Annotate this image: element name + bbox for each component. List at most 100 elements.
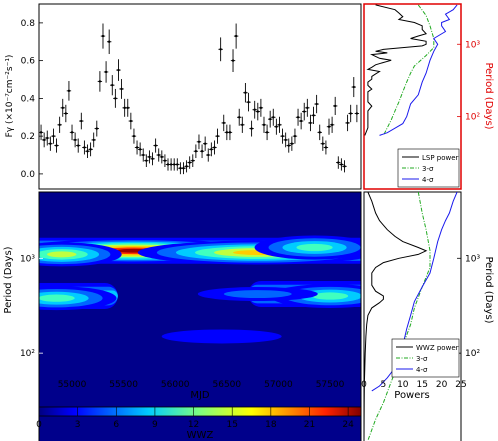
lsp-legend: LSP power 3-σ 4-σ xyxy=(397,148,460,188)
light-curve-point xyxy=(196,134,202,150)
wwz-contour xyxy=(161,329,282,344)
light-curve-point xyxy=(289,136,295,151)
light-curve-point xyxy=(255,102,260,121)
wwz-power-y-tick-label: 10² xyxy=(465,349,480,359)
lsp-legend-lsp-power: LSP power xyxy=(422,154,459,162)
wwz-power-x-tick-label: 5 xyxy=(381,380,387,390)
light-curve-point xyxy=(100,23,106,49)
lsp-curves xyxy=(364,4,458,136)
light-curve-point xyxy=(261,116,267,133)
colorbar-tick-label: 21 xyxy=(304,420,315,430)
wwz-y-ticks: 10¹10²10³ xyxy=(20,254,43,359)
light-curve-point xyxy=(302,102,307,121)
wwz-x-tick-label: 55500 xyxy=(109,380,138,390)
light-curve-point xyxy=(295,108,301,126)
light-curve-point xyxy=(252,100,257,119)
wwz-power-legend-3sigma: 3-σ xyxy=(416,355,428,363)
light-curve-point xyxy=(94,120,99,137)
light-curve-point xyxy=(326,118,332,135)
light-curve-point xyxy=(88,142,93,157)
light-curve-y-tick-label: 0.2 xyxy=(21,132,35,142)
light-curve-point xyxy=(106,29,112,55)
wwz-contour xyxy=(311,292,349,300)
light-curve-point xyxy=(339,158,344,171)
light-curve-point xyxy=(125,98,130,117)
light-curve-point xyxy=(150,152,155,166)
wwz-power-x-tick-label: 10 xyxy=(397,380,409,390)
light-curve-point xyxy=(41,132,47,148)
light-curve-point xyxy=(202,136,208,151)
light-curve-point xyxy=(184,160,189,173)
light-curve-y-label: Fγ (×10⁻⁷cm⁻²s⁻¹) xyxy=(5,55,15,138)
light-curve-point xyxy=(277,116,282,133)
light-curve-point xyxy=(286,138,291,153)
light-curve-point xyxy=(60,98,65,117)
wwz-x-tick-label: 56000 xyxy=(161,380,190,390)
light-curve-point xyxy=(153,138,158,153)
light-curve-point xyxy=(298,112,304,130)
light-curve-point xyxy=(45,130,50,146)
wwz-y-tick-label: 10² xyxy=(20,349,35,359)
light-curve-point xyxy=(274,118,279,135)
wwz-x-label: MJD xyxy=(190,390,210,401)
wwz-contour xyxy=(46,251,77,258)
light-curve-point xyxy=(110,75,115,96)
colorbar-tick-label: 6 xyxy=(113,420,119,430)
light-curve-point xyxy=(267,110,273,128)
lsp-y-tick-label: 10³ xyxy=(465,40,480,50)
light-curve-point xyxy=(246,92,251,112)
colorbar-label: WWZ xyxy=(187,430,214,441)
light-curve-point xyxy=(85,144,90,159)
colorbar-tick-label: 3 xyxy=(75,420,81,430)
wwz-contour xyxy=(223,290,292,298)
light-curve-point xyxy=(159,150,165,164)
light-curve-point xyxy=(97,71,103,92)
wwz-contour xyxy=(296,243,333,252)
colorbar-tick-label: 15 xyxy=(226,420,237,430)
light-curve-point xyxy=(147,150,152,164)
colorbar-tick-label: 24 xyxy=(342,420,354,430)
light-curve-point xyxy=(323,140,329,155)
light-curve-y-tick-label: 0.8 xyxy=(21,19,36,29)
series-line xyxy=(382,4,435,136)
wwz-power-y-label: Period (Days) xyxy=(483,256,494,323)
light-curve-point xyxy=(66,81,72,101)
light-curve-point xyxy=(116,59,121,81)
light-curve-point xyxy=(181,162,186,175)
wwz-contours xyxy=(39,235,361,344)
wwz-y-label: Period (Days) xyxy=(3,246,14,313)
light-curve-point xyxy=(243,83,248,103)
light-curve-point xyxy=(82,140,87,155)
wwz-y-tick-label: 10³ xyxy=(20,254,35,264)
light-curve-point xyxy=(63,104,69,123)
light-curve-y-ticks: 0.0 0.2 0.4 0.6 0.8 xyxy=(21,19,43,180)
light-curve-point xyxy=(311,106,316,124)
lsp-y-label: Period (Days) xyxy=(483,62,494,129)
wwz-power-x-tick-label: 25 xyxy=(455,380,466,390)
light-curve-y-tick-label: 0.4 xyxy=(21,94,36,104)
light-curve-point xyxy=(91,132,96,148)
light-curve-point xyxy=(258,98,264,117)
light-curve-point xyxy=(348,104,353,123)
light-curve-point xyxy=(134,140,140,155)
light-curve-point xyxy=(128,112,134,130)
light-curve-point xyxy=(271,108,276,126)
colorbar-tick-label: 0 xyxy=(36,420,42,430)
wwz-power-x-tick-label: 20 xyxy=(436,380,448,390)
colorbar: 0 3 6 9 12 15 18 21 24 WWZ xyxy=(36,406,362,441)
light-curve-point xyxy=(175,158,180,171)
light-curve-point xyxy=(162,154,168,168)
light-curve-point xyxy=(137,142,143,157)
light-curve-frame xyxy=(38,3,362,190)
wwz-power-y-tick-label: 10³ xyxy=(465,254,480,264)
colorbar-tick-label: 18 xyxy=(265,420,277,430)
light-curve-point xyxy=(193,144,199,159)
lsp-legend-4sigma: 4-σ xyxy=(422,176,434,184)
light-curve-point xyxy=(144,154,149,168)
wwz-power-x-ticks: 0 5 10 15 20 25 xyxy=(361,380,467,390)
light-curve-point xyxy=(249,120,254,137)
light-curve-point xyxy=(39,124,44,141)
light-curve-point xyxy=(351,77,356,98)
